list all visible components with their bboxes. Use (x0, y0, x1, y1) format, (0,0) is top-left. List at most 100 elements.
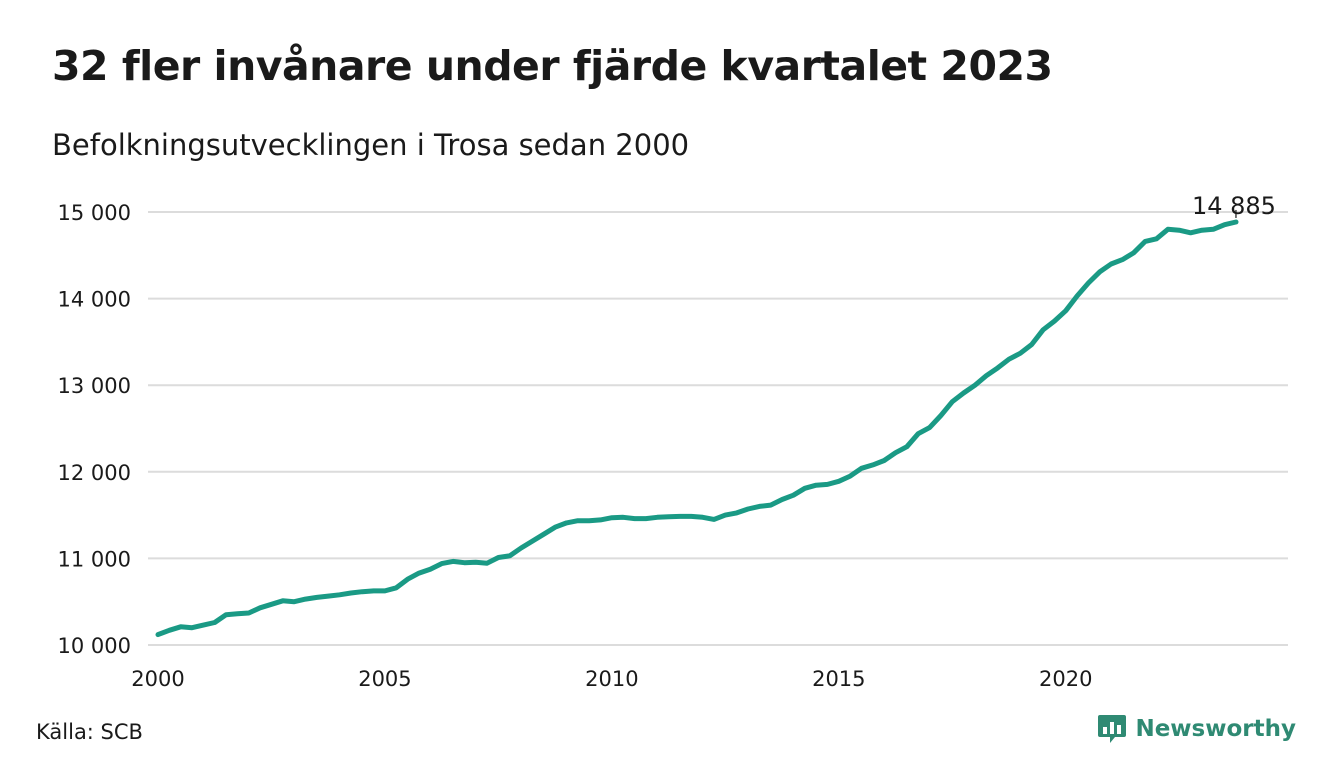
data-point (564, 520, 569, 525)
data-point (1029, 342, 1034, 347)
data-point (1154, 236, 1159, 241)
data-point (848, 474, 853, 479)
data-point (371, 588, 376, 593)
end-value-label: 14 885 (1192, 192, 1276, 220)
data-point (292, 599, 297, 604)
gridlines (148, 211, 1288, 646)
annotation-layer: 14 885 (1192, 192, 1276, 220)
data-point (394, 585, 399, 590)
data-point (224, 612, 229, 617)
data-point (995, 365, 1000, 370)
x-tick-label: 2010 (585, 667, 638, 691)
data-point (700, 515, 705, 520)
data-point (1041, 327, 1046, 332)
data-point (212, 620, 217, 625)
data-point (280, 598, 285, 603)
data-point (825, 482, 830, 487)
brand-name: Newsworthy (1135, 716, 1296, 742)
data-point (360, 589, 365, 594)
data-point (780, 497, 785, 502)
data-point (1075, 294, 1080, 299)
data-point (575, 518, 580, 523)
data-point (382, 588, 387, 593)
data-point (643, 516, 648, 521)
data-point (190, 625, 195, 630)
x-tick-label: 2015 (812, 667, 865, 691)
data-point (1233, 219, 1238, 224)
data-point (609, 515, 614, 520)
x-tick-label: 2000 (131, 667, 184, 691)
y-tick-label: 11 000 (58, 547, 131, 571)
data-point (677, 514, 682, 519)
data-point (1131, 250, 1136, 255)
data-point (348, 591, 353, 596)
data-point (416, 571, 421, 576)
data-point (712, 517, 717, 522)
data-point (655, 515, 660, 520)
y-axis-ticks: 10 000 11 000 12 000 13 000 14 000 15 000 (58, 201, 131, 658)
data-point (1109, 261, 1114, 266)
data-point (836, 479, 841, 484)
data-point (734, 510, 739, 515)
data-point (496, 555, 501, 560)
x-tick-label: 2005 (358, 667, 411, 691)
data-point (859, 466, 864, 471)
data-point (768, 503, 773, 508)
data-point (746, 507, 751, 512)
data-point (201, 623, 206, 628)
data-point (485, 561, 490, 566)
data-point (984, 373, 989, 378)
data-point (326, 594, 331, 599)
y-tick-label: 15 000 (58, 201, 131, 225)
data-points (156, 219, 1239, 637)
data-point (303, 597, 308, 602)
newsworthy-logo[interactable]: Newsworthy (1097, 713, 1296, 745)
data-point (269, 602, 274, 607)
data-point (961, 390, 966, 395)
data-point (553, 525, 558, 530)
data-point (473, 560, 478, 565)
data-point (666, 514, 671, 519)
data-point (632, 516, 637, 521)
data-point (167, 628, 172, 633)
data-point (757, 504, 762, 509)
data-point (156, 632, 161, 637)
chart-title: 32 fler invånare under fjärde kvartalet … (52, 42, 1053, 90)
data-point (314, 595, 319, 600)
data-point (178, 624, 183, 629)
data-point (462, 560, 467, 565)
y-tick-label: 13 000 (58, 374, 131, 398)
data-point (893, 450, 898, 455)
data-point (258, 605, 263, 610)
data-point (723, 513, 728, 518)
data-point (814, 483, 819, 488)
data-point (621, 515, 626, 520)
data-point (916, 431, 921, 436)
data-point (405, 577, 410, 582)
data-point (1052, 319, 1057, 324)
data-point (1188, 230, 1193, 235)
y-tick-label: 10 000 (58, 634, 131, 658)
data-point (235, 611, 240, 616)
data-point (1086, 281, 1091, 286)
data-point (791, 493, 796, 498)
data-point (1222, 222, 1227, 227)
data-point (1177, 228, 1182, 233)
data-point (1063, 308, 1068, 313)
data-point (689, 514, 694, 519)
chart-bubble-icon (1098, 715, 1127, 743)
data-point (530, 539, 535, 544)
data-point (519, 546, 524, 551)
data-point (882, 458, 887, 463)
data-point (587, 518, 592, 523)
data-point (870, 462, 875, 467)
data-point (337, 592, 342, 597)
x-axis-ticks: 2000 2005 2010 2015 2020 (131, 667, 1092, 691)
data-point (451, 559, 456, 564)
source-note: Källa: SCB (36, 720, 143, 744)
data-point (904, 444, 909, 449)
data-point (1199, 228, 1204, 233)
data-point (1143, 239, 1148, 244)
x-tick-label: 2020 (1039, 667, 1092, 691)
data-point (802, 486, 807, 491)
